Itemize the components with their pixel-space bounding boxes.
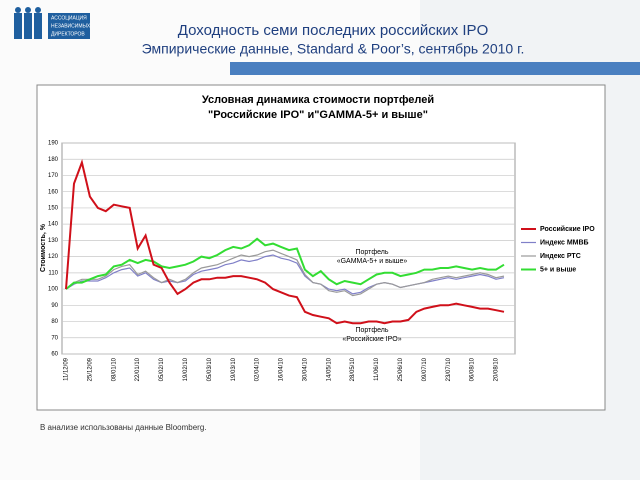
x-tick-label: 16/04/10	[279, 357, 285, 381]
series-line	[65, 254, 505, 295]
annotation: Портфель	[355, 249, 388, 256]
y-tick-label: 100	[48, 287, 59, 293]
legend-label: Индекс РТС	[540, 253, 581, 260]
chart-title: Условная динамика стоимости портфелей	[202, 94, 434, 106]
x-tick-label: 30/04/10	[302, 357, 308, 381]
x-tick-label: 09/07/10	[422, 357, 428, 381]
y-tick-label: 70	[51, 335, 58, 341]
x-tick-label: 02/04/10	[255, 357, 261, 381]
logo-box	[48, 13, 90, 39]
annotation: «GAMMA-5+ и выше»	[337, 258, 408, 265]
y-tick-label: 150	[48, 206, 59, 212]
page-subtitle: Эмпирические данные, Standard & Poor’s, …	[142, 41, 525, 57]
x-tick-label: 19/03/10	[231, 357, 237, 381]
y-tick-label: 130	[48, 238, 59, 244]
y-tick-label: 60	[51, 352, 58, 358]
footer-note: В анализе использованы данные Bloomberg.	[40, 423, 206, 432]
series-line	[65, 237, 505, 290]
x-tick-label: 11/06/10	[374, 357, 380, 381]
x-tick-label: 14/05/10	[326, 357, 332, 381]
x-tick-label: 23/07/10	[446, 357, 452, 381]
logo-text: ДИРЕКТОРОВ	[51, 31, 85, 37]
header-bar	[230, 62, 640, 75]
y-tick-label: 140	[48, 222, 59, 228]
annotation: Портфель	[355, 327, 388, 334]
x-tick-label: 05/02/10	[159, 357, 165, 381]
series-line	[65, 159, 505, 325]
y-tick-label: 80	[51, 319, 58, 325]
legend-label: Российские IPO	[540, 225, 595, 233]
chart-title: "Российские IPO" и"GAMMA-5+ и выше"	[208, 109, 428, 121]
plot-area	[61, 142, 516, 355]
legend-label: Индекс ММВБ	[540, 239, 589, 246]
annotation: «Российские IPO»	[342, 335, 401, 343]
logo-icons	[14, 7, 42, 39]
x-tick-label: 06/08/10	[470, 357, 476, 381]
y-tick-label: 190	[48, 141, 59, 147]
logo-text: НЕЗАВИСИМЫХ	[51, 23, 91, 29]
x-tick-label: 25/06/10	[398, 357, 404, 381]
y-tick-label: 90	[51, 303, 58, 309]
page-title: Доходность семи последних российских IPO	[178, 22, 488, 39]
logo-text: АССОЦИАЦИЯ	[51, 15, 87, 21]
y-tick-label: 160	[48, 189, 59, 195]
x-tick-label: 05/03/10	[207, 357, 213, 381]
x-tick-label: 20/08/10	[494, 357, 500, 381]
x-tick-label: 28/05/10	[350, 357, 356, 381]
x-tick-label: 22/01/10	[135, 357, 141, 381]
x-tick-label: 19/02/10	[183, 357, 189, 381]
y-tick-label: 120	[48, 254, 59, 260]
x-tick-label: 11/12/09	[64, 357, 70, 381]
y-tick-label: 180	[48, 157, 59, 163]
x-tick-label: 25/12/09	[87, 357, 93, 381]
x-tick-label: 08/01/10	[111, 357, 117, 381]
series-line	[65, 249, 505, 297]
y-tick-label: 110	[48, 270, 58, 276]
y-tick-label: 170	[48, 173, 59, 179]
legend-label: 5+ и выше	[540, 266, 576, 273]
y-axis-label: Стоимость, %	[40, 223, 47, 272]
